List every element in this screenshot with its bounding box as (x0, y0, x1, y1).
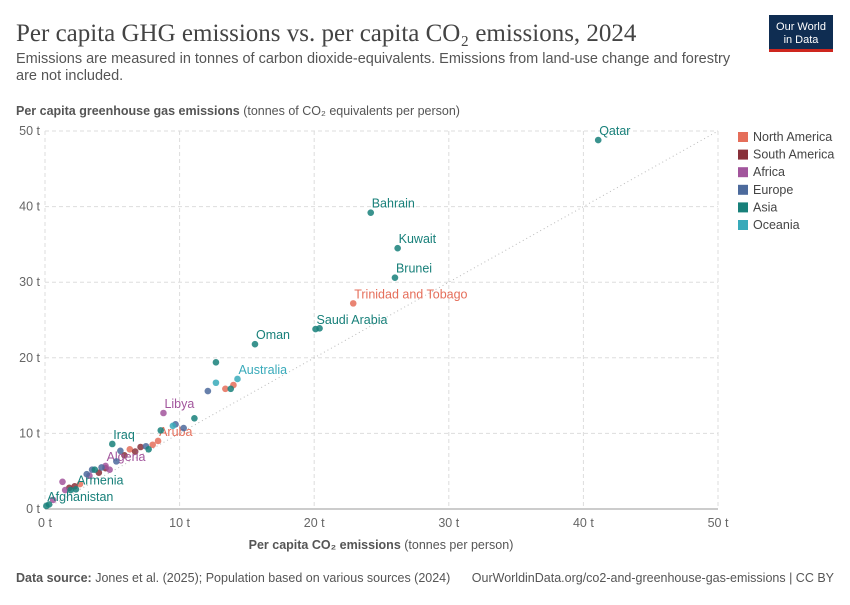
point (126, 445, 134, 453)
point (76, 480, 84, 488)
point (180, 424, 187, 432)
point (349, 300, 357, 307)
y-tick-label: 40 t (19, 200, 40, 214)
legend-label: Asia (753, 200, 777, 214)
y-axis-label: Per capita greenhouse gas emissions (ton… (16, 104, 460, 118)
point (61, 486, 69, 494)
point (594, 136, 602, 144)
point (251, 340, 259, 348)
legend-swatch (738, 184, 748, 195)
point (367, 209, 375, 216)
point-label: Brunei (396, 262, 432, 276)
point-label: Armenia (77, 473, 124, 487)
point (45, 501, 53, 508)
reference-line (44, 130, 719, 510)
x-tick-label: 10 t (169, 516, 190, 530)
url: OurWorldinData.org/co2-and-greenhouse-ga… (472, 571, 835, 585)
x-tick-label: 0 t (38, 516, 52, 530)
legend-swatch (738, 149, 748, 160)
point-label: Qatar (599, 124, 630, 138)
plot: 0 t 10 t 20 t 30 t 40 t 50 t 0 t 10 t 20 t 30 t 40… (19, 124, 834, 530)
x-label-unit: (tonnes per person) (404, 538, 513, 552)
point-label: Afghanistan (47, 490, 113, 504)
y-tick-label: 50 t (19, 124, 40, 138)
point-label: Oman (256, 328, 290, 342)
point (121, 452, 128, 459)
source-bold: Data source: (16, 571, 92, 585)
point-label: Kuwait (399, 232, 437, 246)
legend-label: North America (753, 130, 832, 144)
point (49, 496, 57, 504)
point (137, 443, 144, 451)
source-text: Jones et al. (2025); Population based on… (95, 571, 450, 585)
point (131, 448, 139, 455)
x-tick-label: 30 t (438, 516, 459, 530)
legend-label: Europe (753, 183, 793, 197)
y-tick-label: 30 t (19, 275, 40, 289)
legend-swatch (738, 220, 748, 230)
y-tick-label: 10 t (19, 426, 40, 440)
legend-label: South America (753, 148, 834, 162)
x-tick-label: 50 t (708, 516, 729, 530)
point (145, 445, 152, 453)
point (67, 486, 74, 494)
point (113, 458, 120, 465)
point (212, 379, 220, 387)
point-label: Libya (164, 397, 194, 411)
point (98, 464, 105, 471)
logo-text: Our World (776, 21, 826, 33)
point-label: Bahrain (372, 197, 415, 211)
point (191, 414, 198, 422)
chart-title: Per capita GHG emissions vs. per capita … (16, 20, 637, 47)
point-label: Saudi Arabia (317, 313, 388, 327)
point (117, 447, 124, 455)
point (391, 274, 399, 281)
point (227, 385, 235, 393)
y-tick-label: 0 t (26, 502, 40, 516)
point (160, 409, 167, 417)
logo (769, 15, 833, 52)
point (222, 385, 229, 393)
legend-label: Oceania (753, 218, 800, 232)
x-tick-label: 20 t (304, 516, 325, 530)
point-label: Iraq (113, 428, 135, 442)
y-label-unit: (tonnes of CO₂ equivalents per person) (243, 104, 460, 118)
point (149, 441, 156, 449)
point (72, 486, 80, 493)
y-label-bold: Per capita greenhouse gas emissions (16, 104, 240, 118)
point (59, 478, 66, 486)
logo-text: in Data (784, 34, 820, 46)
point (154, 437, 162, 445)
point (212, 359, 220, 366)
point (109, 440, 116, 448)
legend-swatch (738, 132, 748, 142)
point (234, 375, 241, 383)
point (91, 466, 99, 473)
point-label: Australia (238, 363, 287, 377)
point (316, 325, 323, 332)
legend-swatch (738, 202, 748, 213)
point (83, 470, 91, 478)
point (394, 244, 401, 252)
subtitle-box: Emissions are measured in tonnes of carb… (16, 51, 731, 84)
x-axis-label: Per capita CO₂ emissions (tonnes per per… (249, 538, 514, 552)
point (169, 422, 177, 430)
subtitle: Emissions are measured in tonnes of carb… (16, 51, 731, 84)
x-tick-label: 40 t (573, 516, 594, 530)
point (157, 427, 165, 434)
point-label: Algeria (107, 450, 146, 464)
legend-swatch (738, 167, 748, 178)
point-label: Trinidad and Tobago (354, 287, 467, 301)
x-label-bold: Per capita CO₂ emissions (249, 538, 401, 552)
y-tick-label: 20 t (19, 351, 40, 365)
logo-bar (769, 49, 833, 52)
source: Data source: Jones et al. (2025); Popula… (16, 571, 450, 585)
point (106, 466, 113, 473)
legend-label: Africa (753, 165, 785, 179)
point (204, 387, 212, 395)
